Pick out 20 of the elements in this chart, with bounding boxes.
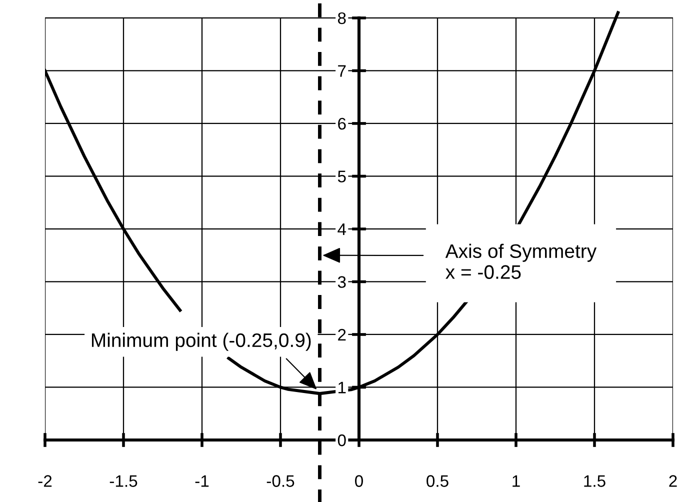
x-tick-label: 2 [669,475,677,487]
y-tick-label: 6 [338,118,346,130]
x-tick-label: -2 [38,475,52,487]
x-tick-label: -1 [195,475,209,487]
y-tick-label: 7 [338,65,346,77]
y-tick-label: 8 [338,12,346,24]
x-tick-label: -1.5 [110,475,138,487]
y-tick-label: 2 [338,328,346,341]
y-tick-label: 0 [338,434,346,446]
x-tick-label: 1 [512,475,520,487]
x-tick-label: 1.5 [584,475,606,487]
y-tick-label: 4 [338,224,346,236]
x-tick-label: 0.5 [426,475,448,487]
y-tick-label: 1 [338,382,346,394]
y-tick-label: 5 [338,170,346,182]
y-tick-label: 3 [338,276,346,288]
annotation: Minimum point (-0.25,0.9) [92,332,311,351]
annotation: Axis of Symmetry x = -0.25 [445,244,597,279]
x-tick-label: -0.5 [266,475,294,487]
x-tick-label: 0 [355,475,363,487]
